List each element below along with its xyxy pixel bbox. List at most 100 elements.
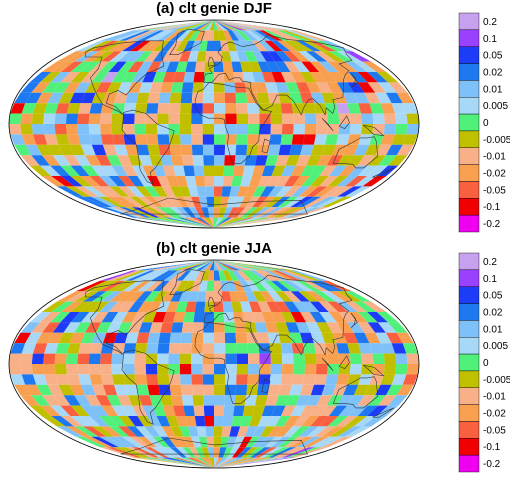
grid-cell bbox=[89, 343, 103, 354]
grid-cell bbox=[205, 217, 214, 228]
grid-cell bbox=[281, 72, 296, 83]
grid-cell bbox=[156, 176, 171, 187]
grid-cell bbox=[290, 291, 310, 302]
grid-cell bbox=[168, 113, 180, 124]
grid-cell bbox=[214, 134, 226, 145]
grid-cell bbox=[20, 364, 33, 375]
grid-cell bbox=[164, 217, 214, 228]
grid-cell bbox=[245, 270, 265, 281]
grid-cell bbox=[367, 405, 389, 416]
grid-cell bbox=[147, 301, 162, 312]
grid-cell bbox=[118, 186, 138, 197]
grid-cell bbox=[55, 374, 70, 385]
grid-cell bbox=[204, 176, 214, 187]
grid-cell bbox=[267, 186, 284, 197]
grid-cell bbox=[80, 312, 100, 323]
grid-cell bbox=[111, 124, 124, 135]
grid-cell bbox=[224, 144, 237, 156]
grid-cell bbox=[214, 113, 226, 124]
grid-cell bbox=[267, 144, 281, 156]
grid-cell bbox=[362, 176, 387, 187]
grid-cell bbox=[214, 20, 291, 31]
grid-cell bbox=[77, 113, 90, 124]
grid-cell bbox=[313, 291, 337, 302]
grid-cell bbox=[188, 270, 201, 281]
grid-cell bbox=[202, 92, 214, 104]
grid-cell bbox=[292, 176, 310, 187]
map-frame bbox=[8, 19, 420, 229]
grid-cell bbox=[10, 103, 26, 114]
grid-cell bbox=[65, 291, 92, 302]
grid-cell bbox=[191, 457, 214, 468]
grid-cell bbox=[185, 176, 197, 187]
coastline bbox=[372, 167, 395, 178]
grid-cell bbox=[83, 280, 113, 292]
grid-cell bbox=[42, 395, 61, 406]
grid-cell bbox=[306, 291, 328, 302]
grid-cell bbox=[336, 103, 350, 114]
grid-cell bbox=[272, 270, 303, 281]
grid-cell bbox=[111, 364, 124, 375]
grid-cell bbox=[50, 405, 71, 416]
grid-cell bbox=[245, 30, 265, 41]
grid-cell bbox=[122, 353, 135, 364]
grid-cell bbox=[162, 312, 176, 323]
grid-cell bbox=[292, 301, 310, 312]
grid-cell bbox=[131, 447, 160, 458]
grid-cell bbox=[336, 51, 363, 62]
grid-cell bbox=[169, 457, 214, 468]
grid-cell bbox=[106, 196, 132, 208]
grid-cell bbox=[224, 155, 236, 166]
grid-cell bbox=[296, 395, 311, 406]
grid-cell bbox=[191, 217, 214, 228]
grid-cell bbox=[290, 447, 328, 458]
grid-cell bbox=[293, 124, 306, 135]
colorbar-swatch bbox=[458, 404, 480, 422]
grid-cell bbox=[302, 40, 330, 52]
grid-cell bbox=[271, 40, 291, 52]
grid-cell bbox=[221, 186, 232, 197]
grid-cell bbox=[296, 436, 322, 448]
grid-cell bbox=[361, 353, 374, 364]
grid-cell bbox=[283, 291, 302, 302]
grid-cell bbox=[247, 103, 260, 114]
grid-cell bbox=[136, 332, 150, 344]
grid-cell bbox=[121, 40, 145, 52]
grid-cell bbox=[112, 270, 147, 281]
grid-cell bbox=[275, 322, 290, 333]
grid-cell bbox=[229, 51, 241, 62]
grid-cell bbox=[395, 353, 408, 364]
grid-cell bbox=[270, 353, 283, 364]
grid-cell bbox=[291, 103, 305, 114]
grid-cell bbox=[108, 61, 127, 72]
grid-cell bbox=[54, 364, 67, 375]
grid-cell bbox=[231, 61, 243, 72]
grid-cell bbox=[168, 196, 183, 208]
grid-cell bbox=[248, 113, 260, 124]
grid-cell bbox=[319, 165, 337, 176]
grid-cell bbox=[126, 426, 145, 437]
grid-cell bbox=[214, 301, 224, 312]
grid-cell bbox=[347, 82, 365, 93]
grid-cell bbox=[313, 51, 337, 62]
grid-cell bbox=[233, 312, 245, 323]
grid-cell bbox=[321, 40, 353, 52]
coastline bbox=[84, 280, 165, 356]
grid-cell bbox=[157, 103, 170, 114]
grid-cell bbox=[161, 291, 176, 302]
grid-cell bbox=[52, 82, 71, 93]
grid-cell bbox=[168, 134, 181, 145]
grid-cell bbox=[176, 447, 192, 458]
grid-cell bbox=[348, 165, 368, 176]
grid-cell bbox=[41, 301, 66, 312]
grid-cell bbox=[321, 196, 353, 208]
grid-cell bbox=[300, 405, 317, 416]
grid-cell bbox=[152, 426, 168, 437]
coastline bbox=[350, 73, 358, 89]
grid-cell bbox=[191, 144, 204, 156]
grid-cell bbox=[157, 30, 178, 41]
grid-cell bbox=[244, 51, 258, 62]
grid-cell bbox=[80, 384, 96, 396]
grid-cell bbox=[314, 103, 328, 114]
grid-cell bbox=[126, 186, 145, 197]
